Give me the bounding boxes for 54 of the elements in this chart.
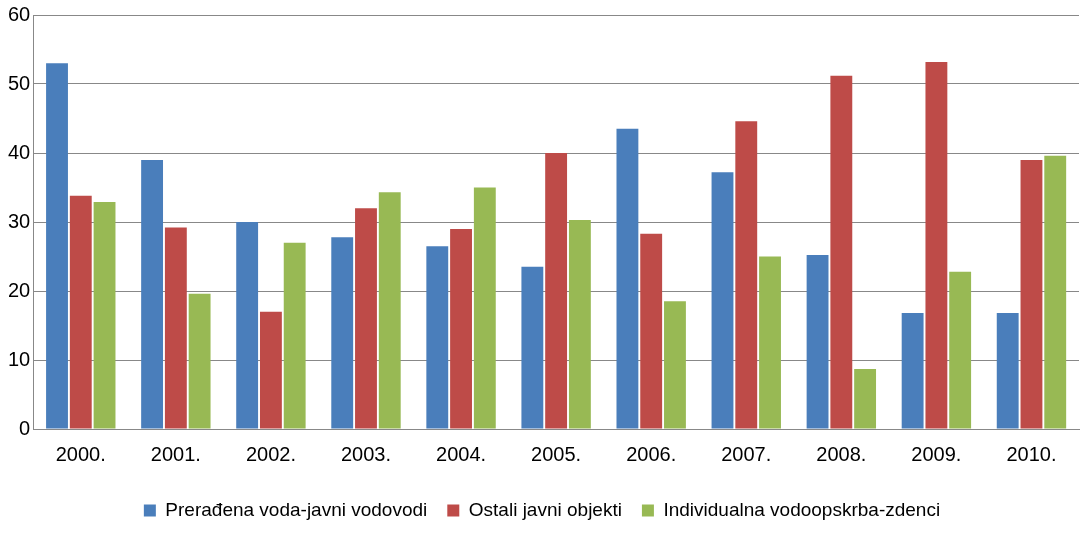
legend-label: Individualna vodoopskrba-zdenci [663, 498, 941, 520]
x-tick-label: 2005. [531, 442, 582, 465]
bar [545, 153, 568, 429]
bar [473, 187, 496, 429]
y-tick-label: 20 [8, 278, 31, 301]
bar [355, 208, 377, 429]
x-tick-label: 2006. [626, 442, 677, 465]
x-tick-label: 2009. [911, 442, 962, 465]
bar [806, 255, 829, 429]
x-tick-label: 2010. [1006, 442, 1057, 465]
y-tick-label: 60 [8, 2, 31, 25]
y-tick-label: 50 [8, 71, 31, 94]
x-tick-label: 2004. [436, 442, 487, 465]
y-tick-label: 0 [19, 416, 31, 439]
bar [188, 293, 211, 429]
x-tick-label: 2003. [340, 442, 392, 465]
bar [426, 246, 449, 429]
bar [711, 172, 734, 429]
bar [568, 219, 591, 429]
x-tick-label: 2007. [721, 442, 772, 465]
y-tick-label: 30 [8, 209, 31, 232]
x-tick-label: 2001. [150, 442, 201, 465]
bar [378, 192, 401, 429]
bar [854, 368, 877, 429]
x-tick-label: 2008. [816, 442, 867, 465]
bar [1044, 155, 1067, 429]
bar [236, 222, 259, 429]
bar [521, 266, 544, 429]
bar [759, 256, 781, 429]
legend-label: Ostali javni objekti [468, 498, 622, 520]
bar [46, 63, 68, 429]
y-tick-label: 40 [8, 140, 31, 163]
bar [901, 313, 924, 429]
bar [616, 128, 639, 429]
bar [830, 75, 853, 429]
bar [331, 237, 354, 429]
x-tick-label: 2002. [245, 442, 296, 465]
bar [450, 228, 472, 429]
bar [664, 301, 686, 429]
bar [640, 233, 663, 429]
y-tick-label: 10 [8, 347, 31, 370]
bar [735, 121, 758, 429]
x-tick-label: 2000. [55, 442, 106, 465]
bar [69, 195, 92, 429]
bar [996, 313, 1019, 429]
bar [283, 242, 306, 429]
bar [925, 61, 948, 429]
bar [949, 271, 972, 429]
legend-label: Prerađena voda-javni vodovodi [165, 498, 428, 520]
bar [141, 159, 164, 429]
bar [1020, 159, 1043, 429]
bar [93, 201, 116, 429]
bar [259, 311, 282, 429]
bar [164, 227, 187, 429]
